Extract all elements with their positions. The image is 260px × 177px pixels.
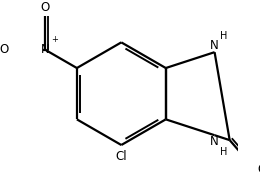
Text: O: O [40, 1, 49, 14]
Text: O: O [257, 163, 260, 176]
Text: O: O [0, 43, 9, 56]
Text: N: N [41, 43, 49, 56]
Text: H: H [220, 31, 227, 41]
Text: N: N [210, 39, 219, 52]
Text: Cl: Cl [115, 150, 127, 163]
Text: H: H [220, 147, 227, 156]
Text: +: + [51, 35, 57, 44]
Text: N: N [210, 135, 219, 148]
